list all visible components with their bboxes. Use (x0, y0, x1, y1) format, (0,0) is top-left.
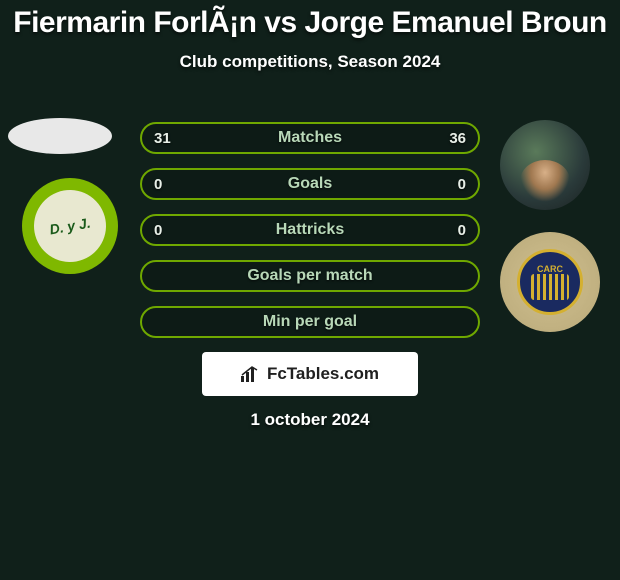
stat-label: Hattricks (276, 221, 344, 239)
subtitle: Club competitions, Season 2024 (0, 52, 620, 72)
page-title: Fiermarin ForlÃ¡n vs Jorge Emanuel Broun (0, 0, 620, 40)
right-club-badge-inner: CARC (517, 249, 583, 315)
stats-container: 31 Matches 36 0 Goals 0 0 Hattricks 0 Go… (140, 122, 480, 352)
stat-right-value: 36 (449, 130, 466, 147)
stat-label: Min per goal (263, 313, 357, 331)
stat-label: Goals (288, 175, 332, 193)
left-player-avatar (8, 118, 112, 154)
right-club-badge-stripes (531, 274, 569, 300)
stat-left-value: 0 (154, 222, 162, 239)
bar-chart-icon (241, 366, 261, 382)
stat-label: Matches (278, 129, 342, 147)
left-club-badge-text: D. y J. (28, 184, 111, 267)
attribution-box: FcTables.com (202, 352, 418, 396)
stat-row-goals-per-match: Goals per match (140, 260, 480, 292)
stat-row-min-per-goal: Min per goal (140, 306, 480, 338)
stat-right-value: 0 (458, 176, 466, 193)
stat-right-value: 0 (458, 222, 466, 239)
right-player-avatar (500, 120, 590, 210)
left-club-badge: D. y J. (22, 178, 118, 274)
stat-row-matches: 31 Matches 36 (140, 122, 480, 154)
stat-left-value: 31 (154, 130, 171, 147)
stat-label: Goals per match (247, 267, 372, 285)
right-club-badge: CARC (500, 232, 600, 332)
attribution-text: FcTables.com (267, 364, 379, 384)
stat-row-hattricks: 0 Hattricks 0 (140, 214, 480, 246)
stat-left-value: 0 (154, 176, 162, 193)
right-club-badge-text: CARC (537, 264, 563, 274)
stat-row-goals: 0 Goals 0 (140, 168, 480, 200)
date-text: 1 october 2024 (0, 410, 620, 430)
